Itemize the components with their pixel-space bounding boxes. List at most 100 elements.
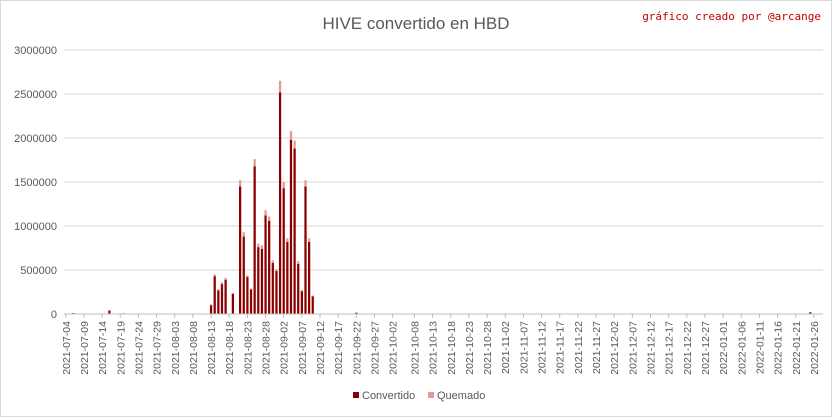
x-axis-ticks: 2021-07-04 2021-07-09 2021-07-14 2021-07-19… (61, 314, 821, 375)
x-tick-label: 2021-10-28 (482, 321, 494, 375)
x-tick-label: 2022-01-21 (791, 321, 803, 375)
bar-convertido (809, 312, 812, 314)
bar-convertido (293, 148, 296, 314)
x-tick-label: 2021-07-24 (133, 321, 145, 375)
x-tick-label: 2021-08-28 (261, 321, 273, 375)
x-tick-label: 2021-10-23 (464, 321, 476, 375)
bar-convertido (304, 186, 307, 314)
x-tick-label: 2021-12-02 (609, 321, 621, 375)
bar-quemado (246, 275, 249, 278)
x-tick-label: 2021-11-17 (555, 321, 567, 374)
y-tick-label: 2500000 (14, 89, 57, 101)
x-tick-label: 2021-11-27 (591, 321, 603, 374)
bar-convertido (311, 296, 314, 314)
bar-quemado (297, 261, 300, 264)
bar-convertido (253, 166, 256, 314)
x-tick-label: 2021-09-12 (315, 321, 327, 375)
x-tick-label: 2021-12-27 (700, 321, 712, 375)
bar-convertido (220, 284, 224, 314)
bar-convertido (275, 270, 278, 314)
bar-convertido (278, 92, 282, 315)
bar-convertido (246, 277, 249, 314)
x-tick-label: 2022-01-16 (773, 321, 785, 375)
x-tick-label: 2021-09-07 (297, 321, 309, 375)
x-tick-label: 2021-11-02 (500, 321, 512, 374)
x-tick-label: 2021-11-22 (573, 321, 585, 374)
x-tick-label: 2021-08-23 (242, 321, 254, 375)
x-tick-label: 2021-09-17 (333, 321, 345, 375)
x-tick-label: 2021-07-19 (115, 321, 127, 375)
grid-layer (64, 49, 823, 271)
bar-convertido (355, 312, 358, 314)
bar-layer (71, 80, 812, 315)
bar-quemado (239, 180, 242, 187)
bar-convertido (217, 290, 220, 314)
y-tick-label: 1500000 (14, 177, 57, 189)
bar-convertido (300, 291, 303, 314)
bar-convertido (209, 305, 213, 314)
bar-quemado (289, 130, 293, 140)
bar-convertido (249, 289, 253, 314)
bar-quemado (268, 216, 271, 221)
x-tick-label: 2021-09-22 (351, 321, 363, 375)
y-tick-label: 1000000 (14, 221, 57, 233)
x-tick-label: 2021-12-12 (646, 321, 658, 375)
x-tick-label: 2021-09-02 (279, 321, 291, 375)
bar-quemado (308, 238, 311, 242)
bar-quemado (253, 159, 256, 167)
bar-quemado (213, 274, 216, 277)
bar-quemado (224, 277, 227, 280)
legend-swatch-quemado (428, 392, 434, 398)
bar-quemado (275, 269, 278, 271)
bar-convertido (268, 220, 271, 314)
legend-label-quemado: Quemado (437, 390, 485, 402)
x-tick-label: 2022-01-11 (754, 321, 766, 374)
bar-quemado (209, 304, 213, 306)
bar-quemado (282, 182, 285, 189)
x-tick-label: 2021-10-08 (409, 321, 421, 375)
bar-convertido (282, 188, 285, 314)
x-tick-label: 2021-08-13 (206, 321, 218, 375)
bar-quemado (300, 290, 303, 292)
bar-quemado (293, 140, 296, 149)
x-tick-label: 2022-01-26 (809, 321, 821, 375)
x-tick-label: 2021-11-12 (537, 321, 549, 374)
legend: Convertido Quemado (353, 390, 485, 402)
bar-convertido (108, 310, 111, 314)
y-tick-label: 500000 (20, 265, 57, 277)
x-tick-label: 2021-08-03 (170, 321, 182, 375)
y-tick-label: 2000000 (14, 133, 57, 145)
bar-convertido (308, 241, 311, 314)
legend-label-convertido: Convertido (362, 390, 415, 402)
bar-convertido (224, 279, 227, 314)
bar-quemado (286, 238, 289, 242)
y-tick-label: 3000000 (14, 45, 57, 57)
x-tick-label: 2021-07-29 (152, 321, 164, 375)
x-tick-label: 2021-07-04 (61, 321, 73, 375)
bar-quemado (311, 295, 314, 297)
x-tick-label: 2021-10-02 (388, 321, 400, 375)
bar-quemado (257, 243, 260, 248)
bar-quemado (260, 245, 264, 249)
bar-convertido (297, 263, 300, 314)
bar-convertido (239, 186, 242, 314)
x-tick-label: 2021-11-07 (518, 321, 530, 374)
x-tick-label: 2021-08-08 (188, 321, 200, 375)
bar-convertido (213, 276, 216, 314)
bar-convertido (264, 215, 267, 314)
bar-quemado (242, 232, 245, 237)
x-tick-label: 2021-12-22 (682, 321, 694, 375)
x-tick-label: 2021-10-13 (428, 321, 440, 375)
bar-quemado (264, 210, 267, 216)
bar-quemado (249, 288, 253, 290)
bar-quemado (278, 80, 282, 93)
bar-convertido (231, 293, 234, 314)
x-tick-label: 2021-12-17 (664, 321, 676, 375)
chart-title: HIVE convertido en HBD (322, 14, 509, 33)
x-tick-label: 2021-09-27 (370, 321, 382, 375)
bar-convertido (260, 248, 264, 314)
x-tick-label: 2022-01-06 (736, 321, 748, 375)
y-axis-ticks: 0 500000 1000000 1500000 2000000 2500000 30000… (14, 45, 57, 321)
bar-convertido (286, 241, 289, 314)
